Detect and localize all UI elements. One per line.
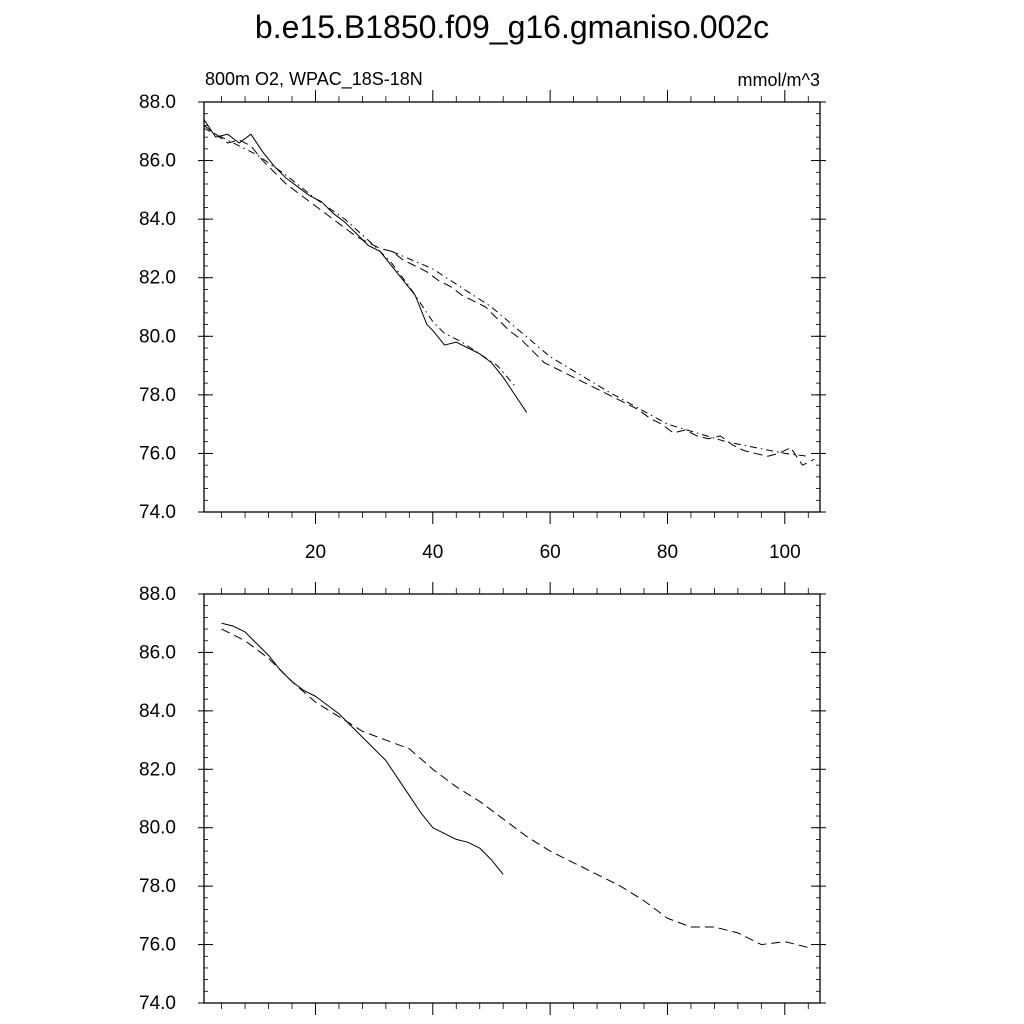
y-tick-label: 86.0 <box>139 151 176 172</box>
y-tick-label: 82.0 <box>139 759 176 780</box>
x-tick-label: 100 <box>769 542 801 563</box>
y-tick-label: 84.0 <box>139 701 176 722</box>
series-line-dashdot-2 <box>203 127 516 387</box>
x-tick-label: 60 <box>540 542 561 563</box>
y-tick-label: 82.0 <box>139 268 176 289</box>
y-tick-label: 86.0 <box>139 642 176 663</box>
x-tick-label: 40 <box>422 542 443 563</box>
top-panel: 74.0 76.0 78.0 80.0 82.0 84.0 86.0 88.0 20 40 60 80… <box>139 90 826 563</box>
chart-title: b.e15.B1850.f09_g16.gmaniso.002c <box>255 9 769 45</box>
bottom-panel: 74.0 76.0 78.0 80.0 82.0 84.0 86.0 88.0 <box>139 582 826 1015</box>
y-tick-label: 78.0 <box>139 385 176 406</box>
x-tick-label: 80 <box>657 542 678 563</box>
y-tick-label: 88.0 <box>139 584 176 605</box>
series-line-solid-0 <box>203 119 528 413</box>
plot-frame <box>203 101 821 513</box>
series-line-dash-1 <box>203 125 815 466</box>
y-tick-label: 80.0 <box>139 326 176 347</box>
y-tick-label: 76.0 <box>139 443 176 464</box>
y-tick-label: 78.0 <box>139 876 176 897</box>
y-tick-label: 88.0 <box>139 92 176 113</box>
y-tick-label: 84.0 <box>139 209 176 230</box>
y-tick-label: 74.0 <box>139 502 176 523</box>
series-line-solid-0 <box>221 622 504 875</box>
plot-frame <box>203 593 821 1004</box>
y-tick-label: 76.0 <box>139 935 176 956</box>
y-tick-label: 74.0 <box>139 993 176 1014</box>
chart-subtitle-right: mmol/m^3 <box>738 70 820 90</box>
x-tick-label: 20 <box>305 542 326 563</box>
series-line-dash-1 <box>221 628 809 948</box>
chart-subtitle-left: 800m O2, WPAC_18S-18N <box>205 69 423 90</box>
y-tick-label: 80.0 <box>139 818 176 839</box>
series-line-dashdot-3 <box>391 250 809 457</box>
